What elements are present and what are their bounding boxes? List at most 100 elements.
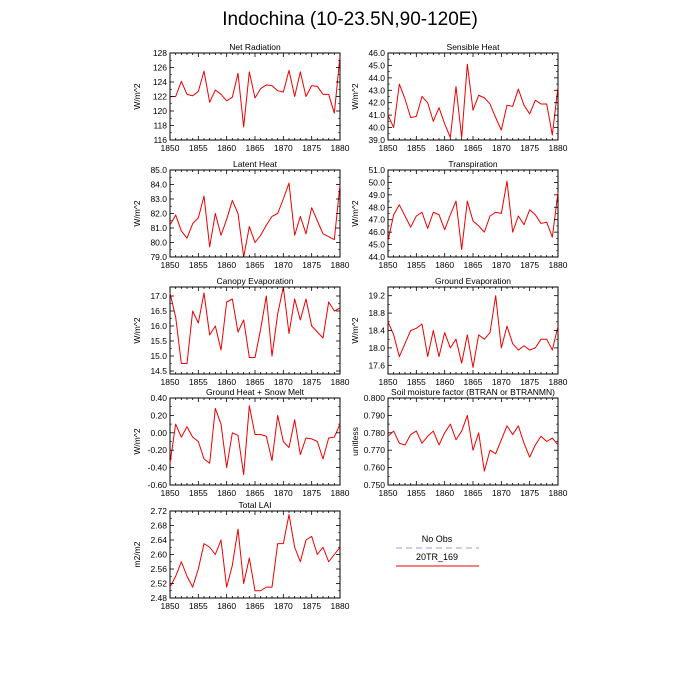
y-axis-label: W/m^2 [350,200,360,226]
panel-title: Total LAI [238,500,271,510]
y-tick-label: 128 [153,48,167,58]
y-tick-label: -0.40 [148,463,168,473]
x-tick-label: 1865 [464,488,483,498]
plot-frame [169,510,341,599]
x-tick-label: 1855 [189,260,208,270]
x-tick-label: 1870 [274,143,293,153]
x-tick-label: 1855 [407,377,426,387]
x-tick-label: 1875 [302,260,321,270]
x-tick-label: 1865 [246,601,265,611]
x-tick-label: 1880 [331,377,350,387]
x-tick-label: 1865 [246,260,265,270]
y-tick-label: 51.0 [368,165,385,175]
x-tick-label: 1865 [246,377,265,387]
y-tick-label: 18.4 [368,326,385,336]
x-tick-label: 1850 [161,143,180,153]
series-line [387,414,559,472]
panel-2: 1850 1855 1860 1865 1870 1875 1880 39.0 40.0 41.0… [350,42,568,153]
x-tick-label: 1865 [246,488,265,498]
panel-title: Transpiration [448,159,498,169]
y-tick-label: 18.8 [368,308,385,318]
y-tick-label: 2.64 [150,535,167,545]
x-tick-label: 1855 [189,377,208,387]
y-tick-label: 41.0 [368,110,385,120]
y-tick-label: 40.0 [368,123,385,133]
x-tick-label: 1875 [302,143,321,153]
x-tick-label: 1860 [217,377,236,387]
y-tick-label: 0.780 [364,428,386,438]
y-tick-label: 0.750 [364,480,386,490]
x-tick-label: 1860 [435,143,454,153]
y-axis-label: unitless [350,427,360,456]
plot-frame [169,286,341,375]
y-tick-label: 45.0 [368,60,385,70]
x-tick-label: 1865 [464,143,483,153]
y-tick-label: 44.0 [368,252,385,262]
y-tick-label: 0.20 [150,410,167,420]
x-tick-label: 1860 [217,143,236,153]
x-tick-label: 1875 [520,488,539,498]
y-axis-label: m2/m2 [132,541,142,567]
x-tick-label: 1870 [492,143,511,153]
x-tick-label: 1860 [217,488,236,498]
series-line [169,286,341,364]
x-tick-label: 1880 [331,260,350,270]
y-tick-label: 46.0 [368,48,385,58]
series-line [169,514,341,592]
x-tick-label: 1850 [161,488,180,498]
y-tick-label: 14.5 [150,366,167,376]
x-tick-label: 1875 [302,488,321,498]
x-tick-label: 1875 [302,601,321,611]
x-tick-label: 1850 [161,601,180,611]
x-tick-label: 1865 [464,260,483,270]
panel-6: 1850 1855 1860 1865 1870 1875 1880 17.6 18.0 18.4… [350,276,568,387]
x-tick-label: 1865 [464,377,483,387]
y-tick-label: 85.0 [150,165,167,175]
x-tick-label: 1850 [161,377,180,387]
x-tick-label: 1855 [407,488,426,498]
y-tick-label: 45.0 [368,240,385,250]
x-tick-label: 1870 [274,377,293,387]
x-tick-label: 1870 [274,488,293,498]
legend-label: No Obs [422,534,453,544]
y-axis-label: W/m^2 [132,317,142,343]
y-tick-label: 2.48 [150,593,167,603]
x-tick-label: 1850 [379,488,398,498]
y-tick-label: 2.68 [150,521,167,531]
x-tick-label: 1870 [492,260,511,270]
y-tick-label: 0.800 [364,393,386,403]
y-axis-label: W/m^2 [132,83,142,109]
y-tick-label: 2.60 [150,550,167,560]
y-tick-label: 124 [153,77,167,87]
x-tick-label: 1880 [549,143,568,153]
y-tick-label: 80.0 [150,238,167,248]
y-tick-label: 126 [153,63,167,73]
panel-8: 1850 1855 1860 1865 1870 1875 1880 0.750 0.760 0.… [350,387,568,498]
panel-1: 1850 1855 1860 1865 1870 1875 1880 116 118 120 122… [132,42,350,153]
y-tick-label: 118 [153,121,167,131]
y-tick-label: 2.72 [150,506,167,516]
y-tick-label: 82.0 [150,209,167,219]
series-line [387,63,559,139]
x-tick-label: 1880 [331,143,350,153]
x-tick-label: 1880 [331,601,350,611]
y-tick-label: 84.0 [150,180,167,190]
y-tick-label: 43.0 [368,85,385,95]
series-line [387,295,559,368]
plot-frame [387,397,559,486]
plot-frame [387,169,559,258]
y-tick-label: 42.0 [368,98,385,108]
panel-4: 1850 1855 1860 1865 1870 1875 1880 44.0 45.0 46.0… [350,159,568,270]
x-tick-label: 1875 [520,260,539,270]
panel-title: Canopy Evaporation [216,276,293,286]
x-tick-label: 1880 [331,488,350,498]
x-tick-label: 1855 [189,143,208,153]
y-tick-label: 116 [153,135,167,145]
x-tick-label: 1870 [274,260,293,270]
y-tick-label: 0.40 [150,393,167,403]
x-tick-label: 1870 [492,377,511,387]
y-tick-label: 2.56 [150,564,167,574]
x-tick-label: 1870 [274,601,293,611]
x-tick-label: 1855 [189,488,208,498]
